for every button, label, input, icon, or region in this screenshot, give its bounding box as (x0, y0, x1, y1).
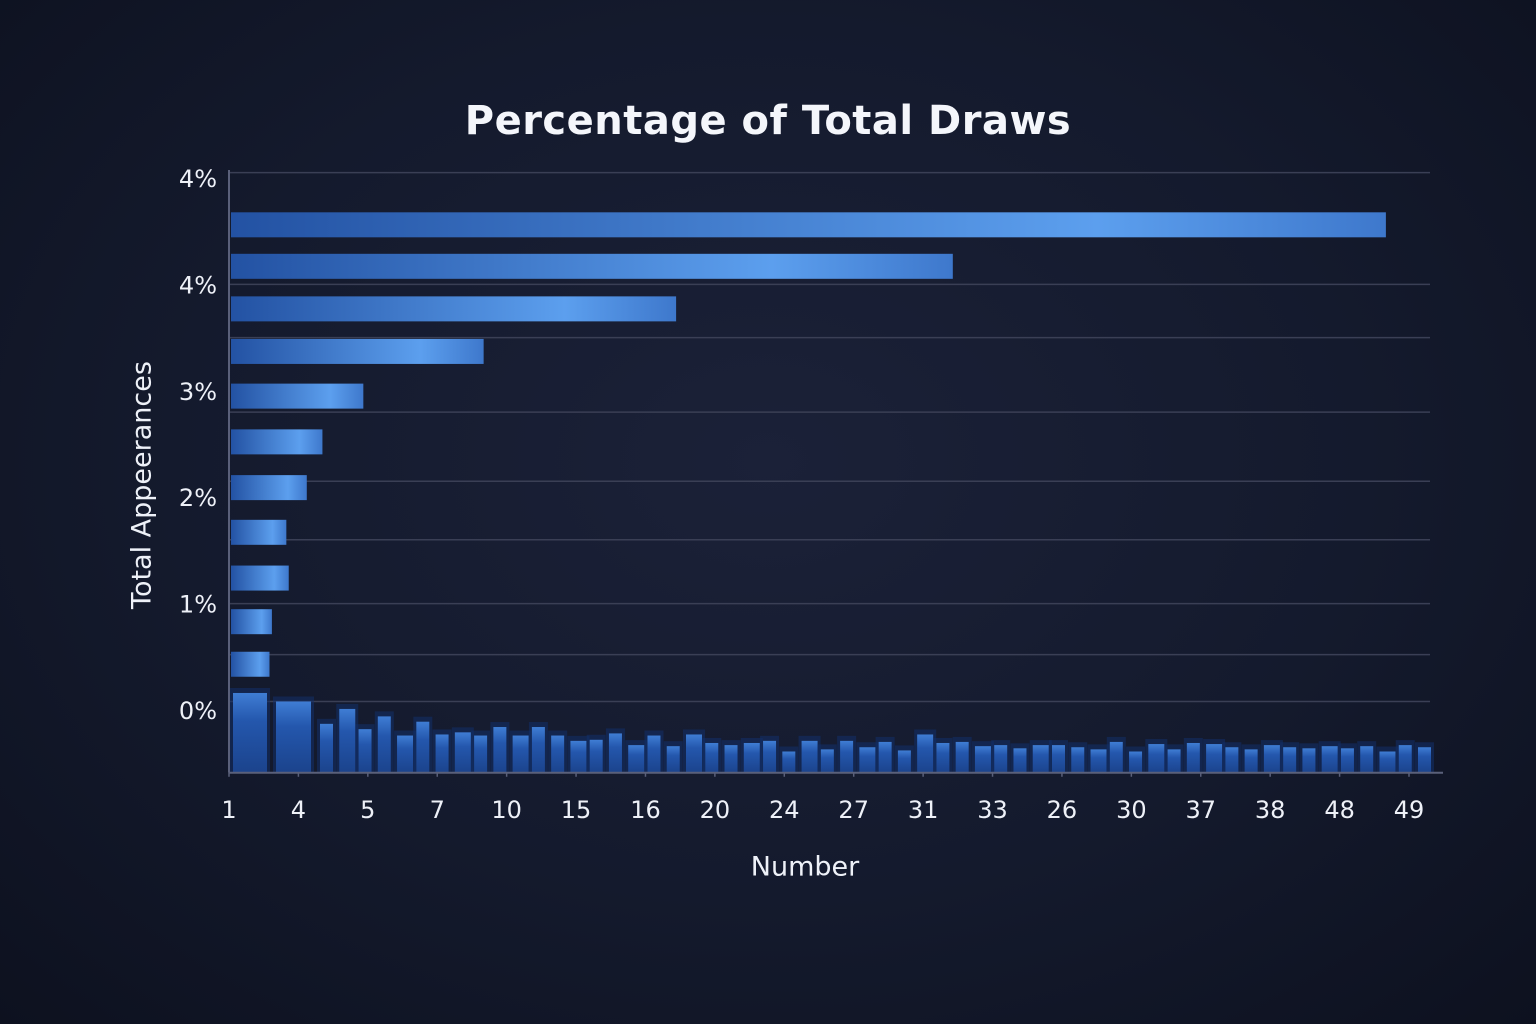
vertical-bar (512, 735, 529, 773)
vertical-bar (840, 740, 854, 773)
vertical-bar (320, 723, 333, 773)
x-tick-label: 16 (630, 796, 661, 824)
vertical-bar (1283, 747, 1297, 773)
vertical-bar (1186, 742, 1200, 773)
horizontal-bar (231, 253, 953, 279)
x-tick-label: 7 (430, 796, 445, 824)
vertical-bar (878, 741, 892, 773)
vertical-bar (724, 745, 738, 773)
vertical-bar (1379, 751, 1396, 773)
x-tick-label: 30 (1116, 796, 1147, 824)
x-tick-label: 20 (700, 796, 731, 824)
horizontal-bar (231, 609, 272, 635)
x-tick-label: 38 (1255, 796, 1286, 824)
x-tick-label: 26 (1047, 796, 1078, 824)
vertical-bar (435, 734, 449, 773)
vertical-bar (531, 727, 545, 773)
vertical-bar (897, 750, 911, 773)
vertical-bar (233, 692, 267, 773)
y-tick-label: 4% (179, 271, 217, 299)
vertical-bar (608, 733, 622, 773)
vertical-bar (1244, 749, 1258, 773)
vertical-bar (917, 734, 934, 773)
x-tick-label: 1 (221, 796, 236, 824)
vertical-bar (454, 732, 471, 773)
vertical-bar (974, 746, 991, 773)
vertical-bar (1418, 747, 1431, 773)
vertical-bar (936, 742, 950, 773)
vertical-bar (820, 749, 834, 773)
vertical-bar (397, 735, 414, 773)
horizontal-bar (231, 475, 307, 501)
vertical-bar (1032, 745, 1049, 773)
vertical-bar (743, 742, 760, 773)
vertical-bar (1225, 747, 1239, 773)
horizontal-bar (231, 296, 677, 322)
vertical-bar (628, 745, 645, 773)
vertical-bar (763, 740, 777, 773)
vertical-bar (377, 716, 391, 773)
x-tick-label: 31 (908, 796, 939, 824)
vertical-bar (589, 739, 603, 773)
vertical-bar (1263, 745, 1280, 773)
vertical-bar (859, 747, 876, 773)
vertical-bar (1090, 749, 1107, 773)
vertical-bar (1052, 745, 1065, 773)
vertical-bar (570, 740, 587, 773)
horizontal-bar (231, 212, 1386, 238)
x-tick-label: 33 (977, 796, 1008, 824)
vertical-bar (551, 735, 565, 773)
vertical-bar (1302, 748, 1316, 773)
x-tick-label: 4 (291, 796, 306, 824)
horizontal-bar (231, 383, 364, 409)
x-tick-label: 24 (769, 796, 800, 824)
x-tick-label: 37 (1185, 796, 1216, 824)
vertical-bar (955, 741, 969, 773)
x-tick-label: 49 (1394, 796, 1425, 824)
y-tick-label: 1% (179, 591, 217, 619)
vertical-bar (1206, 744, 1223, 773)
vertical-bar (1148, 744, 1165, 773)
y-tick-label: 0% (179, 697, 217, 725)
x-tick-label: 5 (360, 796, 375, 824)
vertical-bar (493, 727, 507, 773)
vertical-bar (994, 745, 1008, 773)
vertical-bar (1360, 746, 1374, 773)
horizontal-bar (231, 565, 289, 591)
vertical-bar (1321, 746, 1338, 773)
vertical-bar (782, 751, 796, 773)
horizontal-bar (231, 519, 287, 545)
vertical-bar (358, 729, 372, 773)
vertical-bar (801, 740, 818, 773)
x-tick-label: 15 (561, 796, 592, 824)
vertical-bar (1340, 748, 1354, 773)
vertical-bar (1398, 745, 1412, 773)
x-tick-label: 10 (491, 796, 522, 824)
vertical-bar (647, 735, 661, 773)
vertical-bar (1167, 749, 1181, 773)
y-tick-label: 2% (179, 484, 217, 512)
vertical-bar (416, 721, 430, 773)
horizontal-bar (231, 651, 270, 677)
x-tick-label: 27 (838, 796, 869, 824)
vertical-bar (474, 735, 488, 773)
horizontal-bar (231, 338, 484, 364)
y-tick-label: 3% (179, 378, 217, 406)
vertical-bar (276, 701, 311, 773)
vertical-bar (1013, 748, 1027, 773)
vertical-bar (1129, 751, 1143, 773)
vertical-bar (1071, 747, 1085, 773)
vertical-bar (705, 742, 719, 773)
vertical-bar (666, 746, 680, 773)
horizontal-bar (231, 429, 323, 455)
x-tick-label: 48 (1324, 796, 1355, 824)
y-tick-label: 4% (179, 165, 217, 193)
x-axis-label: Number (750, 851, 860, 883)
chart-title: Percentage of Total Draws (464, 98, 1072, 144)
vertical-bar (339, 708, 356, 773)
vertical-bar (1109, 741, 1123, 773)
vertical-bar (686, 734, 702, 773)
